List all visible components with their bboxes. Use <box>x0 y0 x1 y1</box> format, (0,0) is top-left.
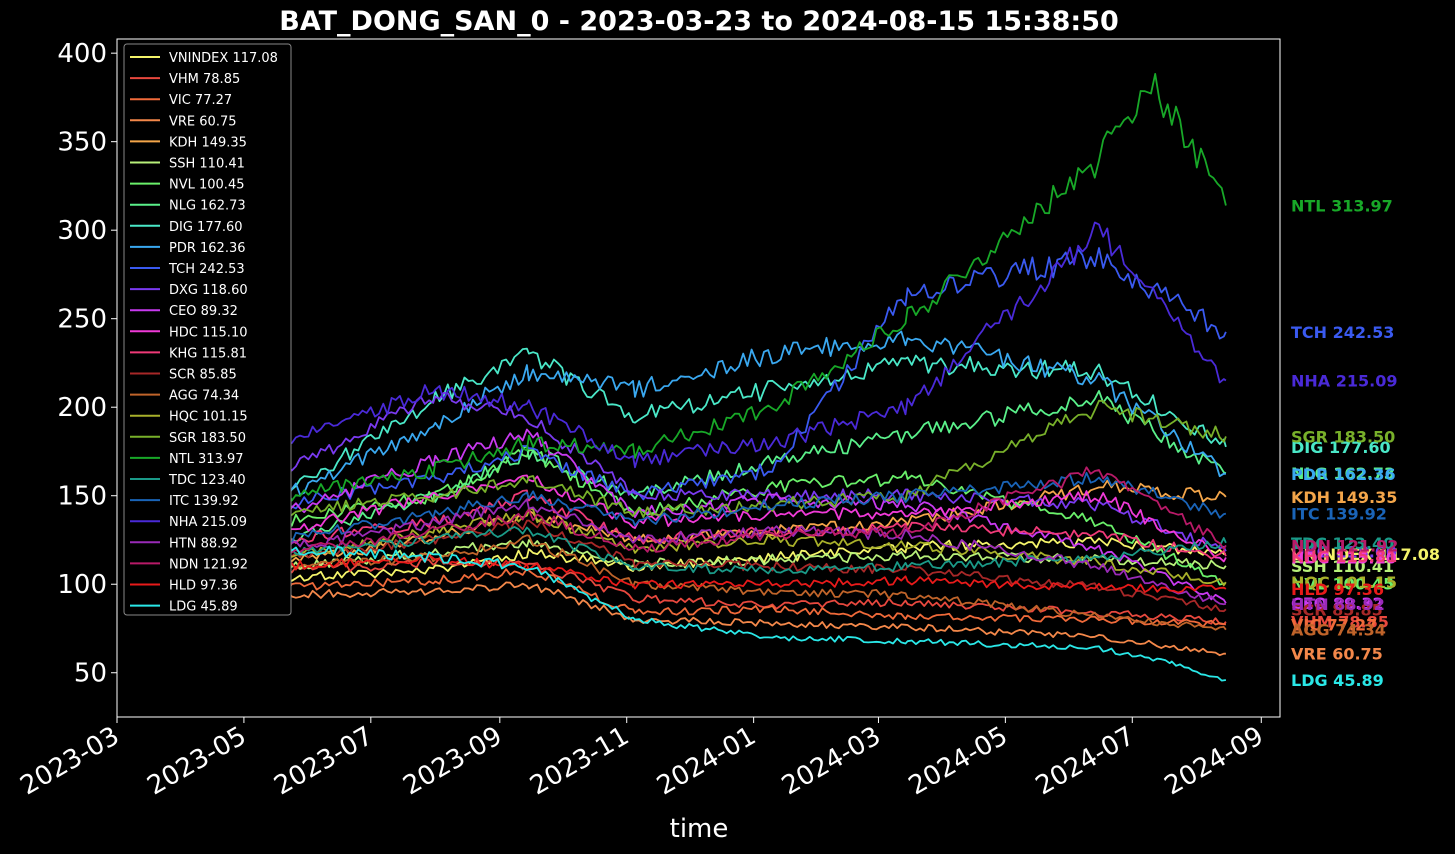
end-label-agg: AGG 74.34 <box>1291 621 1386 640</box>
x-tick-label: 2024-09 <box>1160 721 1269 801</box>
series-line-dig <box>162 347 1227 584</box>
series-line-sgr <box>162 399 1227 584</box>
y-tick-label: 200 <box>57 393 107 423</box>
legend-entry: DIG 177.60 <box>169 220 243 235</box>
legend-entry: HTN 88.92 <box>169 536 238 551</box>
end-label-hld: HLD 97.36 <box>1291 580 1384 599</box>
series-line-tdc <box>162 526 1227 587</box>
legend-entry: SSH 110.41 <box>169 157 245 172</box>
legend-entry: SGR 183.50 <box>169 431 246 446</box>
x-tick-label: 2024-01 <box>652 721 761 801</box>
y-tick-label: 400 <box>57 39 107 69</box>
end-label-nha: NHA 215.09 <box>1291 371 1397 390</box>
legend-entry: VHM 78.85 <box>169 72 240 87</box>
legend-entry: AGG 74.34 <box>169 389 239 404</box>
end-label-vnindex: VNINDEX 117.08 <box>1291 545 1440 564</box>
legend-entry: CEO 89.32 <box>169 304 238 319</box>
end-label-ceo: CEO 89.32 <box>1291 594 1383 613</box>
x-tick-label: 2023-05 <box>142 721 251 801</box>
y-tick-label: 300 <box>57 216 107 246</box>
series-line-nvl <box>162 448 1226 587</box>
y-tick-label: 350 <box>57 128 107 158</box>
legend-entry: VRE 60.75 <box>169 114 237 129</box>
end-label-kdh: KDH 149.35 <box>1291 488 1397 507</box>
series-line-khg <box>162 489 1227 586</box>
legend-entry: HLD 97.36 <box>169 579 237 594</box>
legend: VNINDEX 117.08 VHM 78.85 VIC 77.27 VRE 60.7… <box>123 43 292 616</box>
end-label-scr: SCR 85.85 <box>1291 600 1383 619</box>
legend-entry: NLG 162.73 <box>169 199 246 214</box>
end-label-ldg: LDG 45.89 <box>1291 671 1384 690</box>
x-tick-label: 2023-07 <box>269 721 378 801</box>
end-label-vic: VIC 77.27 <box>1291 615 1377 634</box>
end-label-pdr: PDR 162.36 <box>1291 465 1396 484</box>
end-label-nvl: NVL 100.45 <box>1291 574 1394 593</box>
x-tick-label: 2024-05 <box>904 721 1013 801</box>
x-tick-label: 2023-03 <box>15 721 124 801</box>
end-label-tch: TCH 242.53 <box>1291 323 1394 342</box>
legend-entry: HQC 101.15 <box>169 410 248 425</box>
x-axis-label: time <box>670 814 729 844</box>
legend-entry: SCR 85.85 <box>169 368 237 383</box>
series-line-ntl <box>161 73 1227 589</box>
legend-entry: NHA 215.09 <box>169 515 247 530</box>
legend-entry: ITC 139.92 <box>169 494 239 509</box>
chart-title: BAT_DONG_SAN_0 - 2023-03-23 to 2024-08-1… <box>279 6 1119 37</box>
legend-entry: KDH 149.35 <box>169 135 247 150</box>
end-label-ssh: SSH 110.41 <box>1291 557 1394 576</box>
legend-entry: DXG 118.60 <box>169 283 248 298</box>
y-tick-label: 250 <box>57 305 107 335</box>
end-label-khg: KHG 115.81 <box>1291 547 1397 566</box>
end-label-ntl: NTL 313.97 <box>1291 196 1393 215</box>
end-label-vre: VRE 60.75 <box>1291 645 1383 664</box>
series-line-itc <box>162 471 1227 587</box>
legend-entry: HDC 115.10 <box>169 325 247 340</box>
y-tick-label: 150 <box>57 482 107 512</box>
series-line-pdr <box>162 330 1226 588</box>
x-tick-label: 2023-09 <box>398 721 507 801</box>
series-line-htn <box>161 498 1227 606</box>
series-line-vre <box>162 581 1226 657</box>
series-line-vic <box>162 567 1227 628</box>
end-label-nlg: NLG 162.73 <box>1291 464 1395 483</box>
end-label-vhm: VHM 78.85 <box>1291 613 1389 632</box>
legend-entry: NVL 100.45 <box>169 178 244 193</box>
end-label-dig: DIG 177.60 <box>1291 438 1391 457</box>
legend-entry: NTL 313.97 <box>169 452 244 467</box>
x-tick-label: 2024-03 <box>777 721 886 801</box>
legend-entry: KHG 115.81 <box>169 346 247 361</box>
legend-entry: PDR 162.36 <box>169 241 246 256</box>
legend-entry: NDN 121.92 <box>169 557 248 572</box>
y-tick-label: 50 <box>74 659 107 689</box>
x-tick-label: 2023-11 <box>525 721 634 801</box>
series-line-dxg <box>162 391 1227 583</box>
end-label-hdc: HDC 115.10 <box>1291 549 1397 568</box>
series-line-tch <box>162 247 1227 582</box>
end-label-itc: ITC 139.92 <box>1291 505 1387 524</box>
series-layer <box>161 73 1227 682</box>
end-label-tdc: TDC 123.40 <box>1291 534 1394 553</box>
end-label-hqc: HQC 101.15 <box>1291 573 1397 592</box>
series-line-ndn <box>161 466 1227 589</box>
end-label-htn: HTN 88.92 <box>1291 595 1385 614</box>
end-label-sgr: SGR 183.50 <box>1291 427 1395 446</box>
legend-entry: LDG 45.89 <box>169 600 238 615</box>
series-line-hdc <box>162 474 1227 587</box>
x-tick-label: 2024-07 <box>1031 721 1140 801</box>
series-line-agg <box>162 534 1227 631</box>
legend-box <box>123 43 292 616</box>
series-line-vnindex <box>162 536 1226 588</box>
y-tick-label: 100 <box>57 570 107 600</box>
series-line-ldg <box>161 543 1227 682</box>
series-line-hld <box>162 554 1227 594</box>
legend-entry: TDC 123.40 <box>168 473 246 488</box>
end-label-dxg: DXG 118.60 <box>1291 542 1397 561</box>
legend-entry: TCH 242.53 <box>168 262 245 277</box>
series-line-nha <box>162 221 1227 584</box>
legend-entry: VIC 77.27 <box>169 93 232 108</box>
end-label-ndn: NDN 121.92 <box>1291 536 1398 555</box>
legend-entry: VNINDEX 117.08 <box>169 51 278 66</box>
